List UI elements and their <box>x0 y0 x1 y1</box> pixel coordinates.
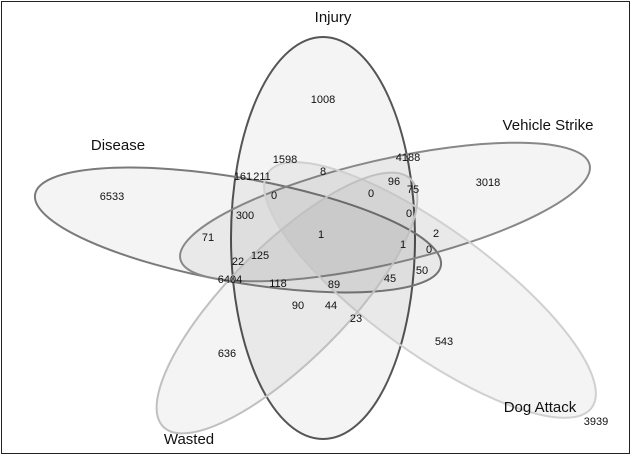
region-count: 50 <box>416 265 428 277</box>
region-count: 6533 <box>100 191 124 203</box>
region-count: 22 <box>232 256 244 268</box>
region-count: 44 <box>325 300 337 312</box>
set-label: Dog Attack <box>504 399 577 416</box>
region-count: 300 <box>236 210 254 222</box>
region-count: 543 <box>435 336 453 348</box>
region-count: 6404 <box>218 274 242 286</box>
region-count: 0 <box>406 208 412 220</box>
set-ellipse <box>179 141 591 283</box>
region-count: 89 <box>328 279 340 291</box>
region-count: 45 <box>384 273 396 285</box>
region-count: 4188 <box>396 152 420 164</box>
region-count: 0 <box>271 190 277 202</box>
region-count: 211 <box>253 171 271 183</box>
region-count: 161 <box>234 171 252 183</box>
region-count: 3018 <box>476 177 500 189</box>
ellipses <box>33 36 597 440</box>
region-count: 125 <box>251 250 269 262</box>
set-ellipse <box>230 36 416 440</box>
region-count: 96 <box>388 176 400 188</box>
region-count: 1 <box>318 229 324 241</box>
set-ellipse <box>155 171 419 435</box>
region-count: 75 <box>407 184 419 196</box>
set-label: Wasted <box>164 431 214 448</box>
region-count: 1598 <box>273 154 297 166</box>
set-label: Injury <box>315 9 352 26</box>
region-count: 71 <box>202 232 214 244</box>
set-label: Vehicle Strike <box>503 117 594 134</box>
region-count: 1008 <box>311 94 335 106</box>
region-count: 118 <box>269 278 287 290</box>
region-count: 0 <box>368 188 374 200</box>
region-count: 636 <box>218 348 236 360</box>
region-count: 8 <box>320 166 326 178</box>
region-count: 0 <box>426 244 432 256</box>
region-count: 1 <box>400 239 406 251</box>
region-count: 23 <box>350 313 362 325</box>
set-label: Disease <box>91 137 145 154</box>
set-ellipse <box>263 161 597 419</box>
outside-count: 3939 <box>584 416 608 428</box>
region-count: 2 <box>433 228 439 240</box>
labels: Injury Disease Vehicle Strike Dog Attack Was… <box>91 9 608 448</box>
region-count: 90 <box>292 300 304 312</box>
